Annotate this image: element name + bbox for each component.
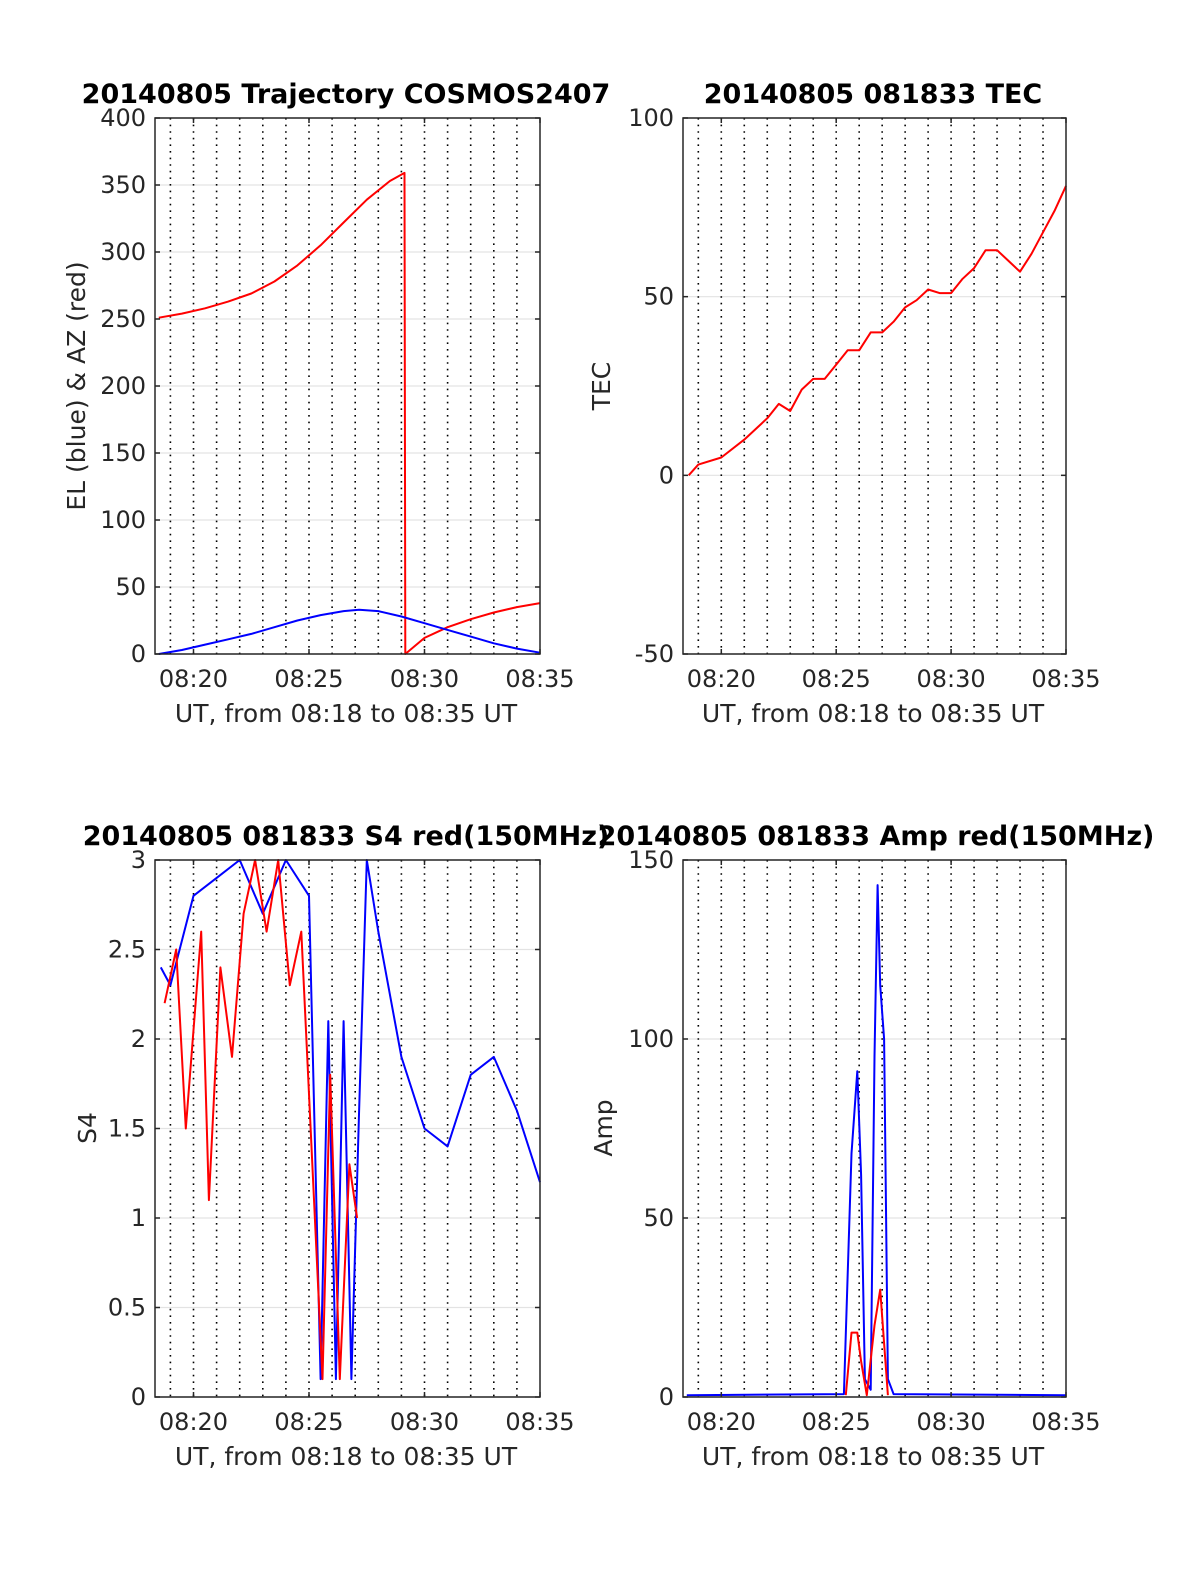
tec-xtick-label: 08:20 — [687, 665, 756, 693]
amp-xtick-label: 08:25 — [802, 1408, 871, 1436]
s4-xtick-label: 08:20 — [159, 1408, 228, 1436]
s4-ytick-label: 0 — [131, 1383, 146, 1411]
s4-ytick-label: 0.5 — [108, 1294, 146, 1322]
s4-panel: 20140805 081833 S4 red(150MHz) UT, from … — [73, 821, 609, 1471]
trajectory-ytick-label: 0 — [131, 640, 146, 668]
tec-ytick-label: 50 — [643, 283, 674, 311]
trajectory-ytick-label: 400 — [100, 104, 146, 132]
tec-panel: 20140805 081833 TEC UT, from 08:18 to 08… — [587, 79, 1101, 728]
trajectory-ytick-label: 50 — [115, 573, 146, 601]
trajectory-title: 20140805 Trajectory COSMOS2407 — [82, 79, 611, 110]
s4-ytick-label: 2.5 — [108, 936, 146, 964]
trajectory-ytick-label: 150 — [100, 439, 146, 467]
trajectory-ylabel: EL (blue) & AZ (red) — [62, 261, 91, 510]
tec-ylabel: TEC — [587, 362, 616, 412]
trajectory-xtick-label: 08:25 — [274, 665, 343, 693]
amp-series-1 — [686, 884, 1067, 1397]
amp-xtick-label: 08:30 — [917, 1408, 986, 1436]
s4-title: 20140805 081833 S4 red(150MHz) — [83, 821, 610, 852]
trajectory-ytick-label: 350 — [100, 171, 146, 199]
amp-series-2 — [844, 1288, 889, 1397]
amp-ytick-label: 100 — [628, 1025, 674, 1053]
s4-xtick-label: 08:35 — [505, 1408, 574, 1436]
amp-ytick-label: 0 — [659, 1383, 674, 1411]
amp-xtick-label: 08:35 — [1031, 1408, 1100, 1436]
s4-ytick-label: 1 — [131, 1204, 146, 1232]
amp-ytick-label: 50 — [643, 1204, 674, 1232]
tec-ytick-label: -50 — [635, 640, 674, 668]
amp-xlabel: UT, from 08:18 to 08:35 UT — [702, 1442, 1045, 1471]
tec-title: 20140805 081833 TEC — [704, 79, 1043, 110]
amp-xtick-label: 08:20 — [687, 1408, 756, 1436]
s4-ytick-label: 3 — [131, 846, 146, 874]
trajectory-series-1 — [158, 171, 541, 655]
s4-ytick-label: 2 — [131, 1025, 146, 1053]
tec-series-1 — [687, 185, 1067, 476]
tec-ytick-label: 0 — [659, 461, 674, 489]
s4-xtick-label: 08:30 — [390, 1408, 459, 1436]
trajectory-ytick-label: 100 — [100, 506, 146, 534]
trajectory-xtick-label: 08:35 — [505, 665, 574, 693]
amp-ylabel: Amp — [589, 1099, 618, 1156]
amp-ytick-label: 150 — [628, 846, 674, 874]
trajectory-xtick-label: 08:20 — [159, 665, 228, 693]
tec-xlabel: UT, from 08:18 to 08:35 UT — [702, 699, 1045, 728]
tec-xtick-label: 08:35 — [1031, 665, 1100, 693]
s4-xtick-label: 08:25 — [274, 1408, 343, 1436]
trajectory-xlabel: UT, from 08:18 to 08:35 UT — [175, 699, 518, 728]
tec-xtick-label: 08:25 — [802, 665, 871, 693]
tec-ytick-label: 100 — [628, 104, 674, 132]
trajectory-ytick-label: 200 — [100, 372, 146, 400]
s4-series-2 — [163, 859, 359, 1381]
s4-series-1 — [159, 859, 541, 1381]
trajectory-series-2 — [158, 608, 541, 655]
amp-title: 20140805 081833 Amp red(150MHz) — [598, 821, 1155, 852]
tec-xtick-label: 08:30 — [917, 665, 986, 693]
trajectory-panel: 20140805 Trajectory COSMOS2407 UT, from … — [62, 79, 610, 728]
amp-panel: 20140805 081833 Amp red(150MHz) UT, from… — [589, 821, 1154, 1471]
s4-ytick-label: 1.5 — [108, 1115, 146, 1143]
tec-axes-frame — [682, 117, 1067, 655]
trajectory-ytick-label: 300 — [100, 238, 146, 266]
s4-xlabel: UT, from 08:18 to 08:35 UT — [175, 1442, 518, 1471]
trajectory-ytick-label: 250 — [100, 305, 146, 333]
amp-axes-frame — [682, 859, 1067, 1398]
trajectory-xtick-label: 08:30 — [390, 665, 459, 693]
s4-ylabel: S4 — [73, 1112, 102, 1144]
